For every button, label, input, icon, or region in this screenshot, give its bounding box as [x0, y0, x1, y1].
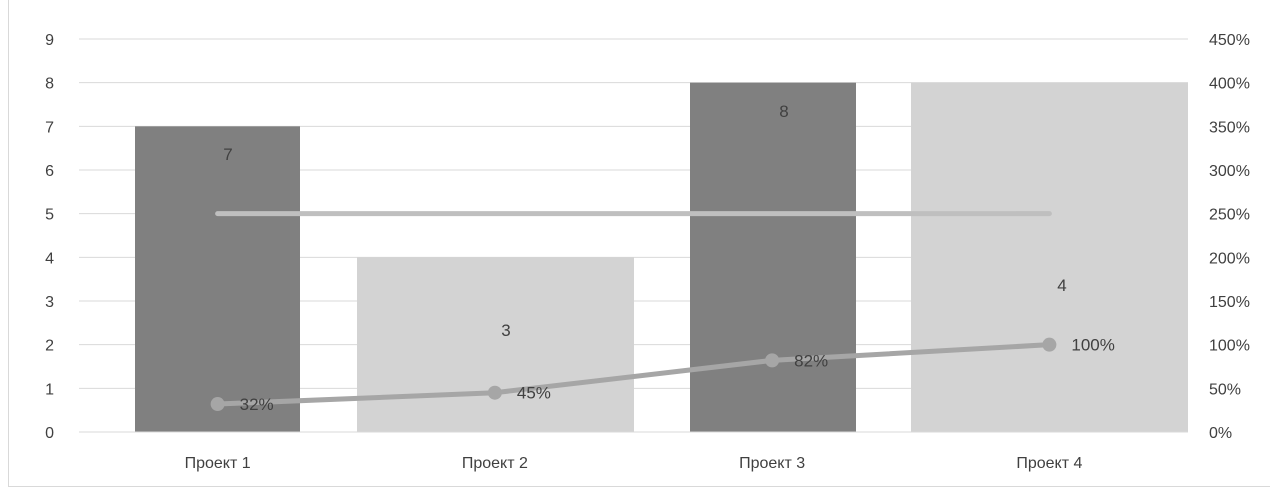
y-tick-label: 0 [45, 425, 54, 442]
bar [357, 257, 634, 432]
percent-marker [765, 353, 780, 368]
y-tick-label: 4 [45, 250, 54, 267]
y-tick-label: 9 [45, 32, 54, 49]
bar-data-label: 3 [501, 321, 510, 340]
percent-marker [210, 397, 225, 412]
y-tick-label: 3 [45, 294, 54, 311]
category-label: Проект 3 [739, 455, 805, 472]
y-tick-label: 6 [45, 163, 54, 180]
y-tick-label: 7 [45, 119, 54, 136]
percent-line [215, 342, 1052, 407]
category-label: Проект 1 [185, 455, 251, 472]
bar [690, 82, 856, 433]
category-label: Проект 2 [462, 455, 528, 472]
percent-data-label: 100% [1071, 336, 1114, 355]
y2-tick-label: 400% [1209, 76, 1250, 93]
y-tick-label: 5 [45, 207, 54, 224]
y2-tick-label: 50% [1209, 381, 1241, 398]
percent-data-label: 45% [517, 384, 551, 403]
y-tick-label: 1 [45, 381, 54, 398]
category-label: Проект 4 [1016, 455, 1082, 472]
percent-marker [1042, 337, 1057, 352]
y2-tick-label: 450% [1209, 32, 1250, 49]
y2-tick-label: 250% [1209, 207, 1250, 224]
y2-tick-label: 200% [1209, 250, 1250, 267]
y-tick-label: 8 [45, 76, 54, 93]
chart-frame [8, 0, 1270, 487]
percent-marker [487, 385, 502, 400]
bar-data-label: 4 [1057, 276, 1066, 295]
percent-data-label: 32% [240, 395, 274, 414]
y-tick-label: 2 [45, 338, 54, 355]
percent-data-label: 82% [794, 351, 828, 370]
bar-data-label: 7 [223, 145, 232, 164]
bar-data-label: 8 [779, 102, 788, 121]
y2-tick-label: 350% [1209, 119, 1250, 136]
y2-tick-label: 300% [1209, 163, 1250, 180]
y2-tick-label: 0% [1209, 425, 1232, 442]
y2-tick-label: 100% [1209, 338, 1250, 355]
bar [911, 82, 1188, 433]
bar [135, 126, 300, 432]
y2-tick-label: 150% [1209, 294, 1250, 311]
